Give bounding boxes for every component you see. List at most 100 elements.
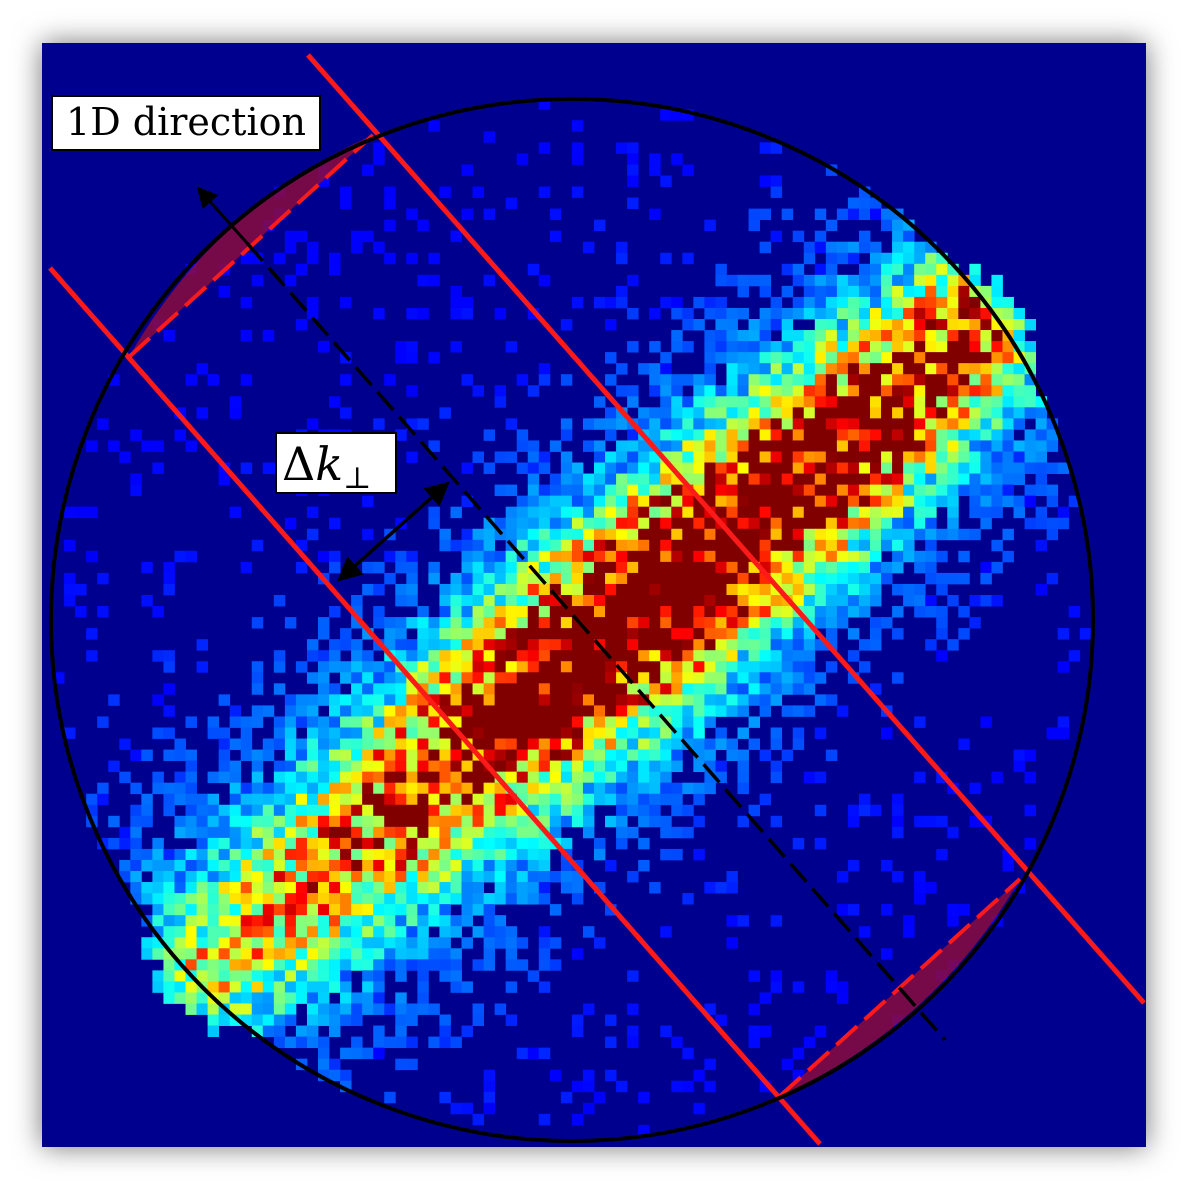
heatmap-cell [627, 672, 639, 684]
heatmap-cell [384, 771, 396, 784]
heatmap-cell [472, 826, 484, 839]
heatmap-cell [373, 1003, 385, 1015]
heatmap-cell [638, 749, 650, 761]
heatmap-cell [428, 672, 440, 684]
heatmap-cell [748, 407, 760, 419]
heatmap-cell [627, 341, 639, 353]
heatmap-cell [858, 241, 871, 254]
heatmap-cell [461, 583, 473, 596]
heatmap-cell [329, 396, 341, 408]
heatmap-cell [483, 561, 496, 574]
heatmap-cell [892, 451, 904, 463]
heatmap-cell [439, 1014, 451, 1026]
heatmap-cell [748, 1003, 760, 1015]
heatmap-cell [814, 572, 827, 585]
heatmap-cell [847, 484, 860, 497]
heatmap-cell [814, 274, 827, 287]
heatmap-cell [406, 893, 418, 905]
heatmap-cell [251, 760, 264, 773]
heatmap-cell [428, 252, 440, 265]
heatmap-cell [803, 462, 816, 474]
heatmap-cell [306, 650, 319, 662]
heatmap-cell [351, 1047, 363, 1060]
heatmap-cell [240, 926, 253, 938]
heatmap-cell [693, 539, 705, 552]
heatmap-cell [980, 352, 992, 364]
heatmap-cell [991, 429, 1003, 441]
heatmap-cell [715, 628, 727, 640]
heatmap-cell [472, 1113, 484, 1126]
heatmap-cell [318, 1058, 330, 1071]
heatmap-cell [362, 948, 374, 960]
heatmap-cell [770, 694, 783, 706]
heatmap-cell [737, 451, 749, 463]
heatmap-cell [870, 241, 882, 254]
heatmap-cell [351, 837, 363, 850]
heatmap-cell [560, 495, 573, 508]
heatmap-cell [329, 826, 341, 839]
heatmap-cell [914, 252, 926, 265]
heatmap-cell [1024, 407, 1036, 419]
heatmap-cell [152, 948, 164, 960]
heatmap-cell [549, 782, 562, 795]
heatmap-cell [792, 484, 805, 497]
heatmap-cell [825, 241, 838, 254]
heatmap-cell [858, 208, 871, 221]
heatmap-cell [892, 374, 904, 386]
heatmap-cell [836, 429, 849, 441]
heatmap-cell [903, 440, 915, 452]
heatmap-cell [461, 617, 473, 629]
heatmap-cell [627, 804, 639, 817]
heatmap-cell [704, 595, 716, 607]
heatmap-cell [936, 815, 948, 828]
heatmap-cell [229, 848, 242, 861]
heatmap-cell [450, 871, 462, 883]
heatmap-cell [1046, 572, 1059, 585]
heatmap-cell [406, 793, 418, 806]
heatmap-cell [781, 628, 794, 640]
heatmap-cell [174, 981, 186, 993]
heatmap-cell [781, 341, 794, 353]
heatmap-cell [174, 904, 186, 916]
heatmap-cell [329, 848, 341, 861]
heatmap-cell [704, 407, 716, 419]
heatmap-cell [980, 285, 992, 298]
heatmap-cell [1024, 804, 1036, 817]
heatmap-cell [803, 595, 816, 607]
heatmap-cell [693, 296, 705, 309]
heatmap-cell [803, 429, 816, 441]
heatmap-cell [240, 815, 253, 828]
heatmap-cell [527, 606, 540, 618]
heatmap-cell [505, 650, 518, 662]
heatmap-cell [1002, 550, 1014, 563]
heatmap-cell [881, 296, 893, 309]
heatmap-cell [306, 882, 319, 894]
heatmap-cell [185, 871, 197, 883]
heatmap-cell [858, 804, 871, 817]
heatmap-cell [185, 992, 197, 1004]
heatmap-cell [505, 628, 518, 640]
heatmap-cell [759, 595, 772, 607]
heatmap-cell [947, 484, 959, 497]
heatmap-cell [284, 871, 297, 883]
heatmap-cell [306, 738, 319, 750]
heatmap-cell [560, 760, 573, 773]
heatmap-cell [538, 672, 551, 684]
heatmap-cell [759, 208, 772, 221]
heatmap-cell [395, 992, 407, 1004]
heatmap-cell [273, 859, 286, 872]
heatmap-cell [284, 738, 297, 750]
heatmap-cell [152, 937, 164, 949]
heatmap-cell [130, 484, 142, 497]
heatmap-cell [218, 804, 231, 817]
heatmap-cell [229, 882, 242, 894]
heatmap-cell [892, 517, 904, 530]
heatmap-cell [152, 837, 164, 850]
heatmap-cell [306, 1003, 319, 1015]
heatmap-cell [406, 208, 418, 221]
heatmap-cell [395, 848, 407, 861]
heatmap-cell [914, 606, 926, 618]
heatmap-cell [1013, 440, 1025, 452]
heatmap-cell [571, 583, 584, 596]
heatmap-cell [671, 738, 683, 750]
